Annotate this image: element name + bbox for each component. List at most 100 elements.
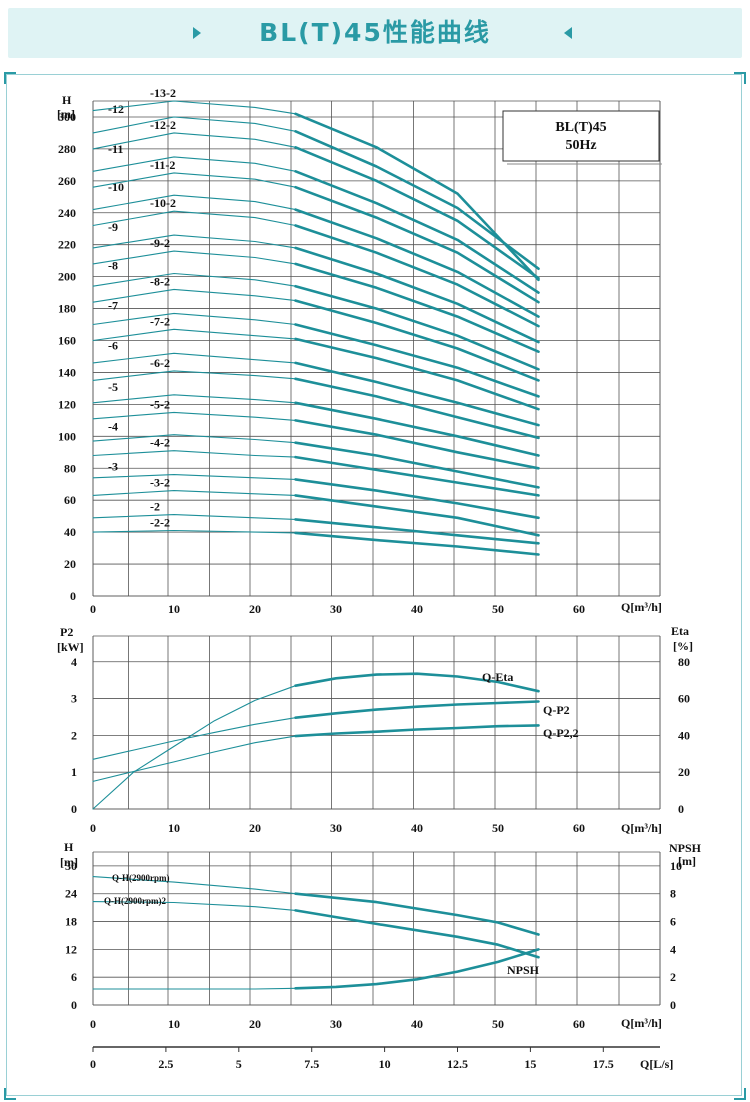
- y-tick-label: 18: [65, 915, 77, 929]
- series-line-stage-7-2-tail: [294, 337, 540, 411]
- curve-group: [92, 156, 540, 294]
- series-line-stage-6-2-tail: [294, 377, 540, 440]
- y-tick-label: 100: [58, 429, 76, 443]
- curve-group: [92, 474, 540, 520]
- y-tick-label: 12: [65, 942, 77, 956]
- head-chart: 0204060801001201401601802002202402602803…: [57, 86, 662, 616]
- series-line-NPSH-tail: [294, 948, 540, 990]
- series-line-stage-4-tail: [294, 441, 540, 489]
- x-tick-label: 0: [90, 602, 96, 616]
- series-line-stage-7-tail: [294, 323, 540, 398]
- x2-tick-label: 10: [379, 1057, 391, 1071]
- frame-corner: [4, 1088, 16, 1100]
- x-tick-label: 60: [573, 821, 585, 835]
- grid-lines: [92, 100, 661, 597]
- x-tick-label: 40: [411, 602, 423, 616]
- y-tick-label: 0: [70, 589, 76, 603]
- series-line-stage-13-2: [92, 100, 297, 115]
- y-tick-label: 120: [58, 397, 76, 411]
- curve-group: [92, 194, 540, 318]
- series-line-stage-9-tail: [294, 246, 540, 344]
- x2-tick-label: 0: [90, 1057, 96, 1071]
- series-label: Q-H(2900rpm)2: [104, 896, 166, 906]
- y-tick-label: 4: [71, 655, 77, 669]
- frame-corner: [734, 1088, 746, 1100]
- series-label: -12-2: [150, 118, 176, 132]
- series-line-stage-2-tail: [294, 518, 540, 545]
- series-label: Q-P2,2: [543, 726, 579, 740]
- grid-lines: [92, 635, 661, 810]
- curve-group: [92, 514, 540, 545]
- series-line-stage-3-tail: [294, 478, 540, 520]
- y-tick-label: 0: [71, 802, 77, 816]
- curve-group: [92, 901, 540, 959]
- series-line-stage-4: [92, 434, 297, 444]
- series-label: -3: [108, 460, 118, 474]
- y-axis-unit: [m]: [60, 855, 78, 869]
- series-line-Q-P2,2: [92, 735, 297, 782]
- x-tick-label: 0: [90, 821, 96, 835]
- series-label: -6: [108, 338, 118, 352]
- series-line-stage-10-2: [92, 210, 297, 227]
- x-tick-label: 30: [330, 1017, 342, 1031]
- y-tick-label: 140: [58, 365, 76, 379]
- curve-group: [92, 529, 540, 556]
- series-line-stage-11-2-tail: [294, 185, 540, 304]
- y-tick-label: 200: [58, 270, 76, 284]
- x-tick-label: 20: [249, 602, 261, 616]
- series-line-Q-H(2900rpm)2: [92, 901, 297, 911]
- y2-axis-unit: [%]: [673, 639, 693, 653]
- y-tick-label: 260: [58, 174, 76, 188]
- y2-tick-label: 20: [678, 765, 690, 779]
- page-title: BL(T)45性能曲线: [259, 18, 491, 47]
- curve-group: [92, 312, 540, 398]
- legend-box: [502, 110, 660, 162]
- title-banner: BL(T)45性能曲线: [8, 8, 742, 58]
- series-line-stage-3: [92, 474, 297, 480]
- y-axis-label: H: [64, 840, 74, 854]
- y2-tick-label: 0: [678, 802, 684, 816]
- series-line-Q-P2,2-tail: [294, 724, 540, 738]
- series-line-stage-9-2: [92, 250, 297, 265]
- y-tick-label: 180: [58, 302, 76, 316]
- curve-group: [92, 724, 540, 782]
- curve-group: [92, 352, 540, 427]
- x-tick-label: 50: [492, 602, 504, 616]
- series-label: -5: [108, 380, 118, 394]
- y-tick-label: 2: [71, 728, 77, 742]
- series-label: -6-2: [150, 356, 170, 370]
- y-axis-label: P2: [60, 625, 73, 639]
- y-tick-label: 60: [64, 493, 76, 507]
- x-axis-label: Q[m³/h]: [621, 600, 662, 614]
- legend-model: BL(T)45: [555, 120, 606, 135]
- series-line-stage-2: [92, 514, 297, 520]
- series-label: -13-2: [150, 86, 176, 100]
- curve-group: [92, 100, 540, 282]
- x-tick-label: 30: [330, 602, 342, 616]
- y2-axis-label: NPSH: [669, 841, 702, 855]
- series-line-stage-11-2: [92, 172, 297, 188]
- y-axis-unit: [m]: [57, 107, 75, 121]
- x2-tick-label: 7.5: [304, 1057, 319, 1071]
- series-line-stage-4-2: [92, 450, 297, 458]
- y-tick-label: 80: [64, 461, 76, 475]
- curve-group: [92, 288, 540, 382]
- series-line-Q-H(2900rpm): [92, 876, 297, 895]
- left-triangle-icon: [193, 27, 201, 39]
- series-label: -11-2: [150, 158, 175, 172]
- x2-tick-label: 15: [524, 1057, 536, 1071]
- right-triangle-icon: [564, 27, 572, 39]
- y2-tick-label: 80: [678, 655, 690, 669]
- y-tick-label: 3: [71, 692, 77, 706]
- series-label: -4-2: [150, 436, 170, 450]
- y2-tick-label: 2: [670, 970, 676, 984]
- y2-axis-unit: [m]: [678, 854, 696, 868]
- series-line-stage-12-2-tail: [294, 146, 540, 280]
- series-label: Q-P2: [543, 703, 570, 717]
- series-line-stage-6-2: [92, 370, 297, 381]
- y-tick-label: 6: [71, 970, 77, 984]
- x-tick-label: 10: [168, 821, 180, 835]
- curve-group: [92, 450, 540, 497]
- x-tick-label: 0: [90, 1017, 96, 1031]
